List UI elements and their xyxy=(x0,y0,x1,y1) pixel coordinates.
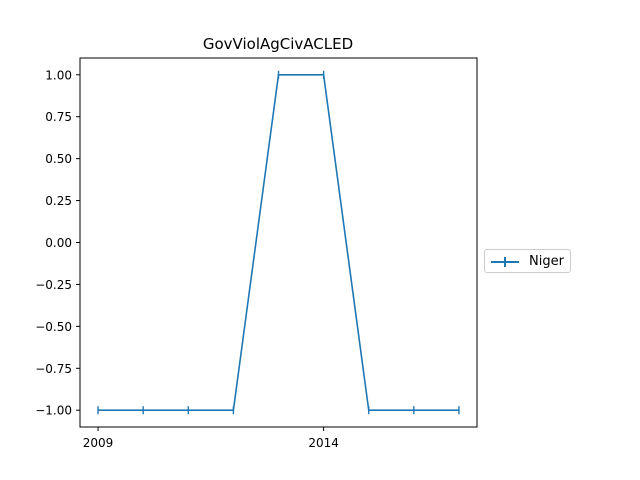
series-line-niger xyxy=(98,73,459,412)
y-tick-label: 1.00 xyxy=(45,68,72,82)
plot-frame xyxy=(79,57,478,428)
y-tick-label: 0.50 xyxy=(45,152,72,166)
y-tick-label: 0.00 xyxy=(45,236,72,250)
legend-label-niger: Niger xyxy=(529,254,564,269)
chart-title: GovViolAgCivACLED xyxy=(203,35,353,53)
x-tick-label: 2014 xyxy=(308,436,339,450)
y-tick-label: −1.00 xyxy=(35,404,72,418)
y-tick-label: 0.75 xyxy=(45,110,72,124)
x-tick-label: 2009 xyxy=(83,436,114,450)
plot-area: −1.00 −0.75 −0.50 −0.25 0.00 0.25 0.50 0.75 1.00… xyxy=(35,57,478,450)
y-tick-label: 0.25 xyxy=(45,194,72,208)
y-tick-label: −0.25 xyxy=(35,278,72,292)
legend-marker-icon xyxy=(504,257,506,267)
y-tick-label: −0.75 xyxy=(35,362,72,376)
y-tick-label: −0.50 xyxy=(35,320,72,334)
legend: Niger xyxy=(484,249,571,273)
